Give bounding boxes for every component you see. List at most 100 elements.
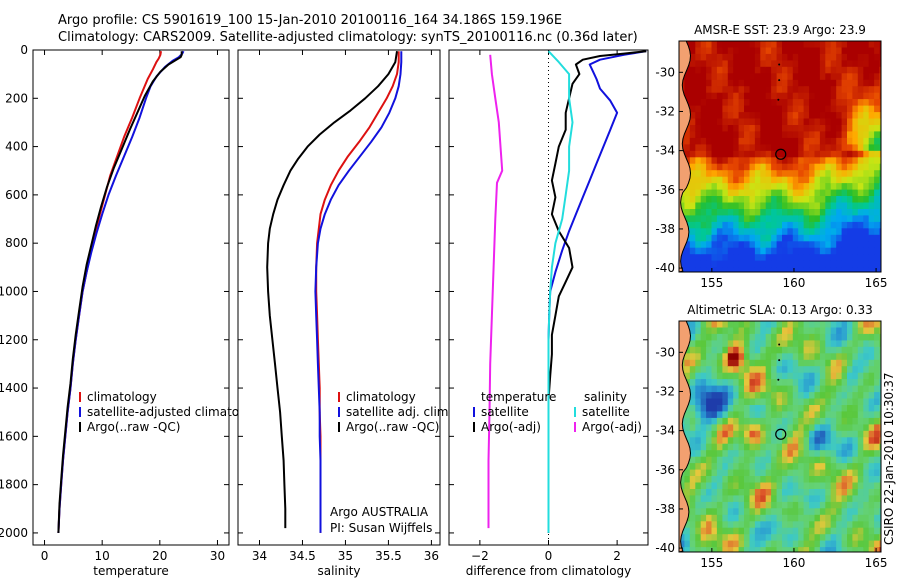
sla_map-cell — [825, 372, 832, 380]
sst_map-cell — [689, 118, 696, 126]
sst_map-cell — [798, 47, 805, 55]
sst_map-cell — [749, 53, 756, 61]
sla_map-cell — [836, 437, 843, 445]
sla_map-cell — [749, 430, 756, 438]
sst_map-cell — [776, 176, 783, 184]
sla_map-cell — [819, 392, 826, 400]
sla_map-cell — [776, 489, 783, 497]
sla_map-cell — [771, 411, 778, 419]
temperature-ytick-label: 1400 — [0, 381, 28, 395]
sst_map-cell — [787, 53, 794, 61]
sst_map-cell — [874, 202, 881, 210]
sst_map-cell — [782, 157, 788, 165]
sla_map-cell — [830, 521, 837, 529]
sla_map-cell — [771, 540, 778, 548]
sst_map-cell — [852, 118, 859, 126]
sst_map-cell — [830, 157, 837, 165]
sst_map-cell — [863, 183, 870, 191]
sst_map-cell — [738, 99, 745, 107]
sla_map-cell — [727, 424, 734, 432]
sla_map-cell — [765, 385, 772, 393]
sla_map-cell — [771, 385, 778, 393]
sst_map-cell — [868, 228, 875, 236]
difference-xtick-label: −2 — [471, 549, 489, 563]
sst_map-cell — [847, 254, 853, 262]
sla_map-cell — [727, 340, 734, 348]
sst_map-cell — [787, 183, 794, 191]
sst_map-cell — [830, 47, 837, 55]
sla_map-cell — [722, 333, 729, 341]
sst_map-cell — [830, 105, 837, 113]
sst_map-cell — [782, 202, 788, 210]
sla_map-cell — [809, 327, 816, 335]
sst_map-cell — [760, 176, 767, 184]
sla_map-cell — [765, 443, 772, 451]
sla_map-cell — [814, 456, 821, 464]
sst_map-cell — [787, 66, 794, 74]
sla_map-cell — [836, 385, 843, 393]
sla_map-cell — [771, 489, 778, 497]
sst_map-cell — [803, 170, 810, 178]
sla_map-cell — [879, 430, 881, 438]
sst_map-cell — [684, 92, 691, 100]
sla_map-cell — [868, 372, 875, 380]
sla_map-cell — [863, 424, 870, 432]
sla_map-cell — [711, 489, 718, 497]
sst_map-cell — [765, 157, 772, 165]
sla_map-cell — [754, 340, 761, 348]
sla_map-cell — [836, 495, 843, 503]
sla_map-cell — [689, 437, 696, 445]
sla_map-cell — [738, 424, 745, 432]
sla_map-cell — [711, 411, 718, 419]
sst_map-cell — [863, 118, 870, 126]
sst_map-cell — [700, 163, 707, 171]
sst_map-cell — [711, 150, 718, 158]
sla_map-cell — [689, 359, 696, 367]
sla_map-cell — [744, 411, 750, 419]
sst_map-cell — [749, 137, 756, 145]
sla_map-cell — [749, 346, 756, 354]
sst_map-cell — [738, 112, 745, 120]
sla_map-field — [679, 321, 881, 552]
sla_map-cell — [803, 476, 810, 484]
sst_map-cell — [830, 267, 837, 272]
sst_map-cell — [841, 157, 848, 165]
sla_map-cell — [776, 359, 783, 367]
sst_map-cell — [857, 150, 864, 158]
sla_map-cell — [754, 469, 761, 477]
sst_map-cell — [754, 112, 761, 120]
sla_map-cell — [716, 424, 723, 432]
sst_map-cell — [819, 254, 826, 262]
sst_map-cell — [711, 234, 718, 242]
sst_map-cell — [744, 234, 750, 242]
salinity-legend-item-0: climatology — [346, 390, 416, 404]
sst_map-cell — [874, 157, 881, 165]
sst_map-cell — [738, 267, 745, 272]
sst_map-cell — [863, 60, 870, 68]
sst_map-cell — [836, 163, 843, 171]
sst_map-cell — [722, 267, 729, 272]
sst_map-cell — [819, 150, 826, 158]
sst_map-cell — [874, 234, 881, 242]
sla_map-cell — [776, 333, 783, 341]
sst_map-cell — [776, 170, 783, 178]
sla_map-cell — [798, 392, 805, 400]
sst_map-cell — [738, 137, 745, 145]
sla_map-cell — [765, 534, 772, 542]
sla_map-cell — [689, 321, 696, 329]
sla_map-cell — [765, 379, 772, 387]
sla_map-cell — [711, 534, 718, 542]
sla_map-cell — [700, 463, 707, 471]
sst_map-cell — [706, 267, 713, 272]
sla_map-cell — [792, 411, 799, 419]
sst_map-cell — [722, 221, 729, 229]
sst_map-cell — [754, 215, 761, 223]
sst_map-cell — [836, 196, 843, 204]
sst_map-cell — [792, 163, 799, 171]
sla_map-cell — [863, 405, 870, 413]
sla_map-cell — [754, 405, 761, 413]
sla_map-cell — [814, 372, 821, 380]
sla_map-cell — [803, 321, 810, 329]
sla_map-cell — [868, 495, 875, 503]
sst_map-cell — [847, 247, 853, 255]
